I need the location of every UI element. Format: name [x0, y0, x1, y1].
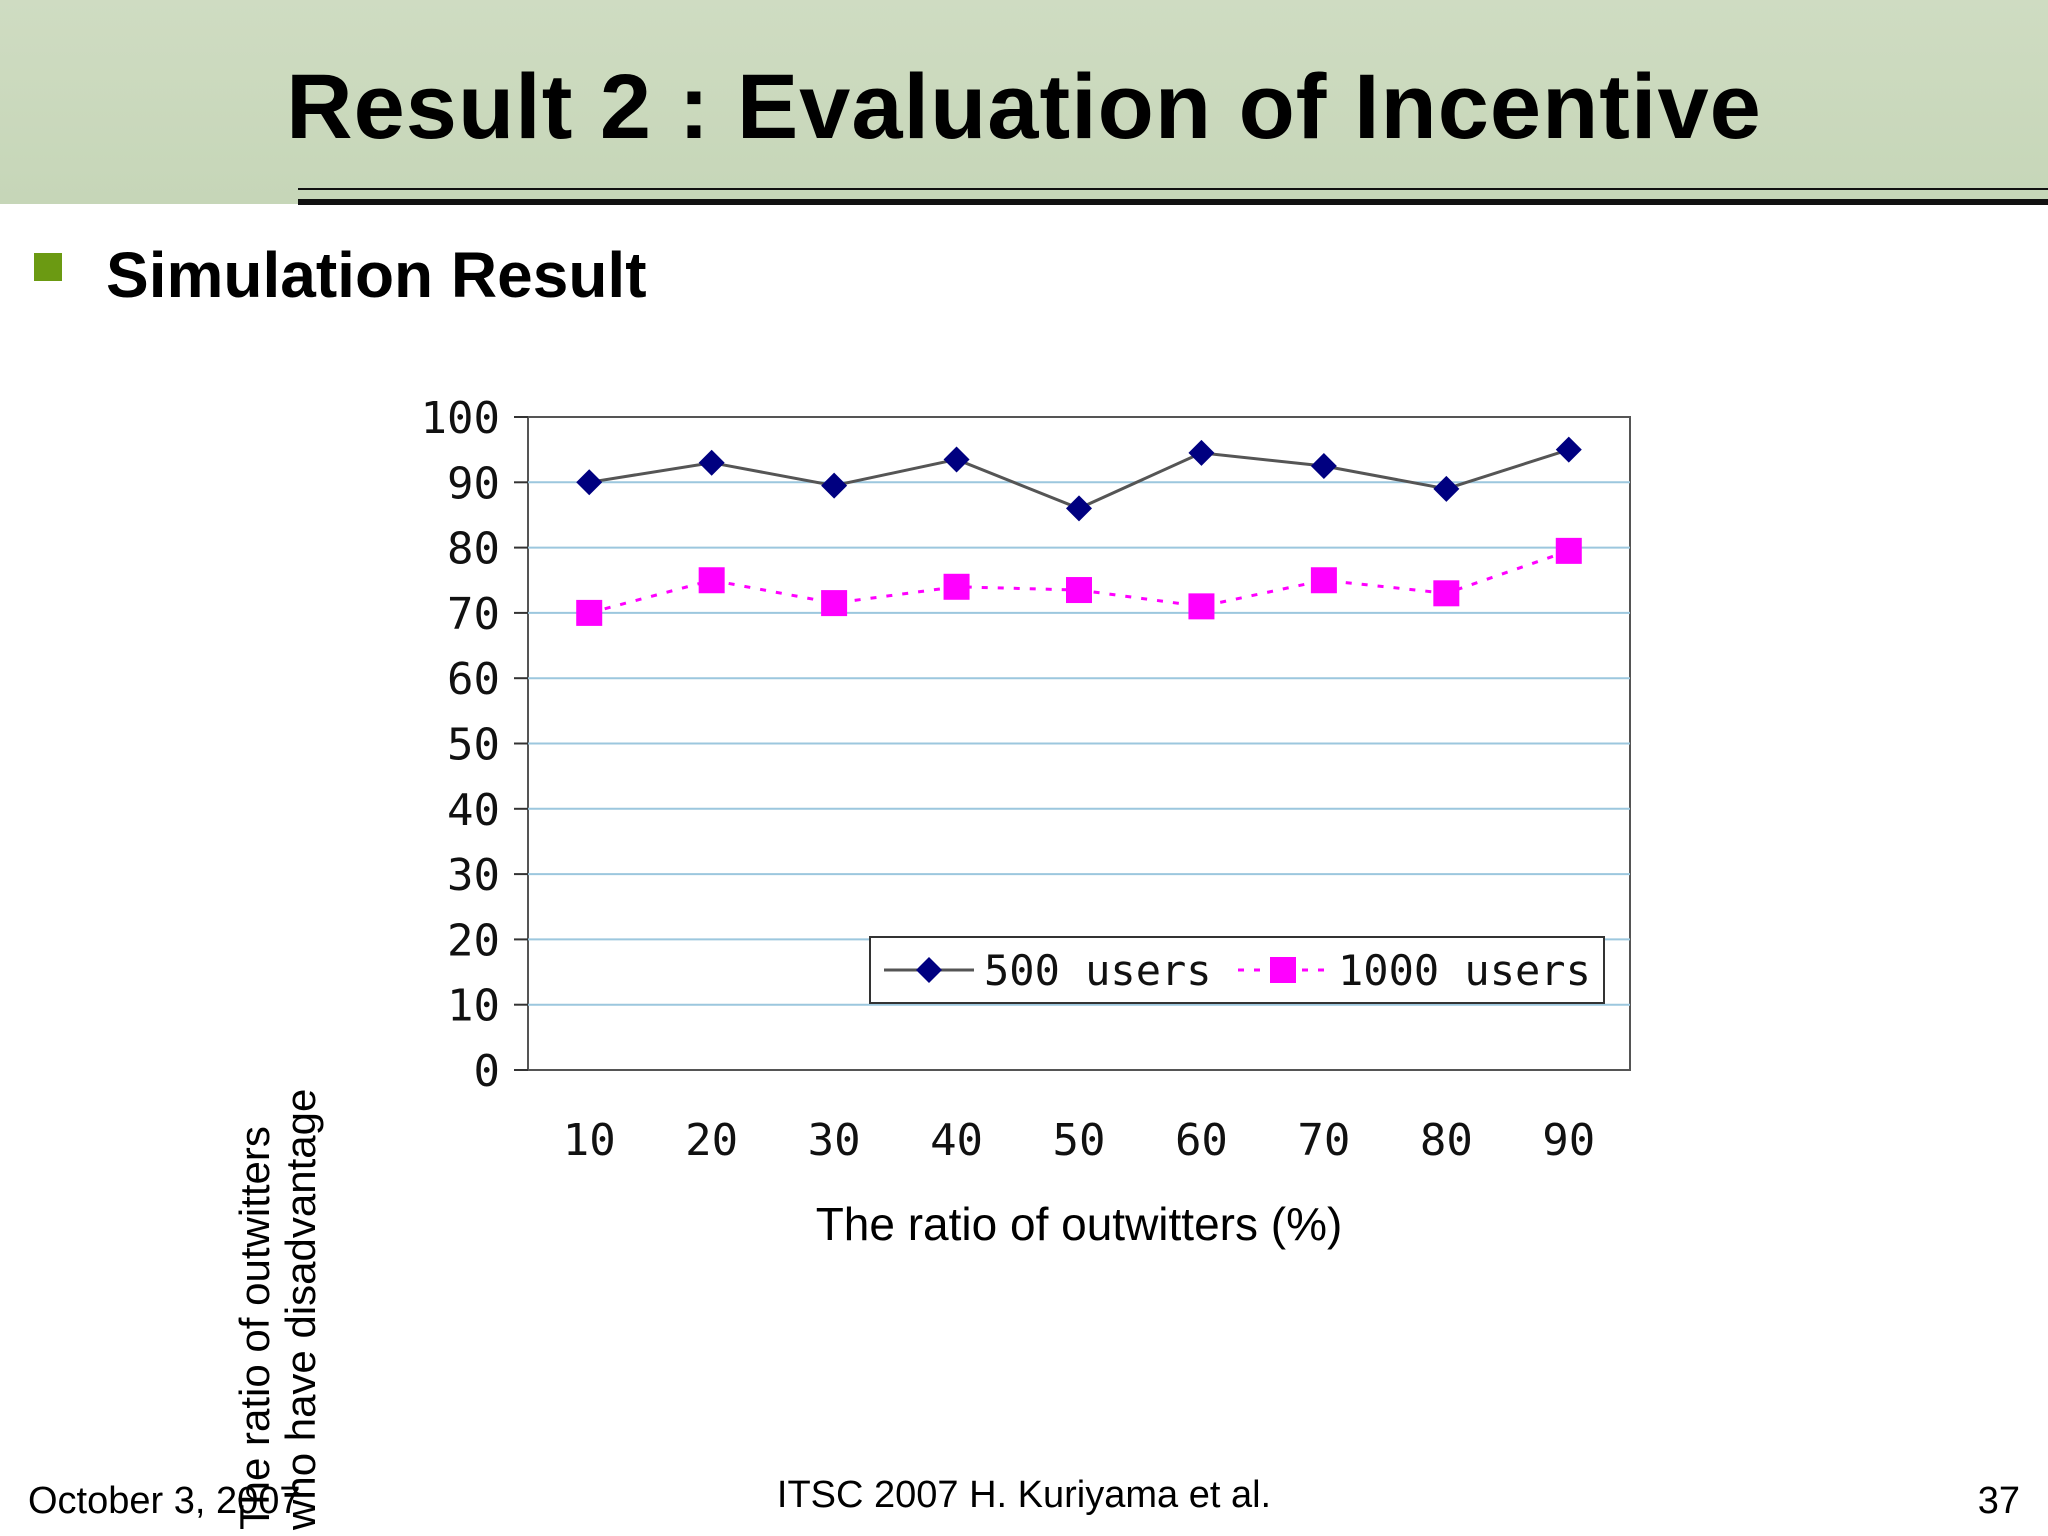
y-tick-label: 30: [447, 850, 500, 901]
x-tick-label: 90: [1542, 1115, 1595, 1166]
y-axis-label-line-1: The ratio of outwitters: [231, 1126, 278, 1530]
data-point-diamond: [1066, 495, 1092, 522]
data-point-diamond: [698, 449, 725, 476]
x-axis-label: The ratio of outwitters (%): [816, 1198, 1343, 1250]
x-tick-label: 10: [563, 1115, 616, 1166]
x-tick-label: 30: [808, 1115, 861, 1166]
header-divider-thin: [298, 188, 2048, 190]
page-number: 37: [1977, 1480, 2020, 1522]
x-tick-label: 40: [930, 1115, 983, 1166]
y-tick-label: 50: [447, 720, 500, 771]
data-point-square: [576, 599, 603, 626]
y-tick-label: 10: [447, 981, 500, 1032]
header-band: [0, 0, 2048, 204]
line-chart: 0 10 20 30 40 50 60 70 80 90 100 10 20 30 40 50 60 70 80 90…: [421, 395, 1631, 1250]
legend-box: [869, 936, 1605, 1004]
slide-title: Result 2 : Evaluation of Incentive: [286, 56, 1762, 158]
data-point-square: [943, 573, 970, 600]
x-tick-label: 60: [1175, 1115, 1228, 1166]
data-point-diamond: [1310, 452, 1337, 479]
data-point-diamond: [1555, 436, 1582, 463]
data-point-square: [1433, 580, 1460, 607]
slide-subtitle: Simulation Result: [106, 239, 647, 311]
data-point-diamond: [943, 446, 970, 473]
legend-marker-diamond: [916, 957, 942, 983]
data-point-diamond: [1433, 475, 1460, 502]
y-tick-label: 90: [447, 458, 500, 509]
data-point-square: [698, 567, 725, 594]
footer-citation: ITSC 2007 H. Kuriyama et al.: [776, 1474, 1272, 1516]
data-point-square: [1310, 567, 1337, 594]
x-tick-label: 20: [685, 1115, 738, 1166]
y-tick-label: 80: [447, 524, 500, 575]
legend-marker-square: [1270, 957, 1296, 983]
data-point-diamond: [1188, 439, 1215, 466]
data-point-square: [1188, 593, 1215, 620]
data-point-square: [821, 590, 848, 617]
data-point-square: [1066, 577, 1092, 604]
chart-y-axis-label: The ratio of outwitters who have disadva…: [231, 1088, 324, 1530]
y-tick-label: 100: [421, 395, 500, 444]
y-tick-label: 60: [447, 654, 500, 705]
y-tick-label: 0: [474, 1046, 501, 1097]
data-point-square: [1555, 537, 1582, 564]
x-tick-label: 50: [1053, 1115, 1106, 1166]
legend-label: 1000 users: [1338, 946, 1591, 995]
y-tick-label: 20: [447, 915, 500, 966]
footer-date: October 3, 2007: [28, 1480, 301, 1522]
data-point-diamond: [576, 469, 603, 496]
x-tick-label: 70: [1297, 1115, 1350, 1166]
bullet-square-icon: [34, 253, 62, 281]
y-tick-label: 40: [447, 785, 500, 836]
x-tick-label: 80: [1420, 1115, 1473, 1166]
legend-label: 500 users: [984, 946, 1212, 995]
data-point-diamond: [821, 472, 848, 499]
y-tick-label: 70: [447, 589, 500, 640]
header-divider-thick: [298, 199, 2048, 205]
y-axis-label-line-2: who have disadvantage: [277, 1088, 324, 1530]
